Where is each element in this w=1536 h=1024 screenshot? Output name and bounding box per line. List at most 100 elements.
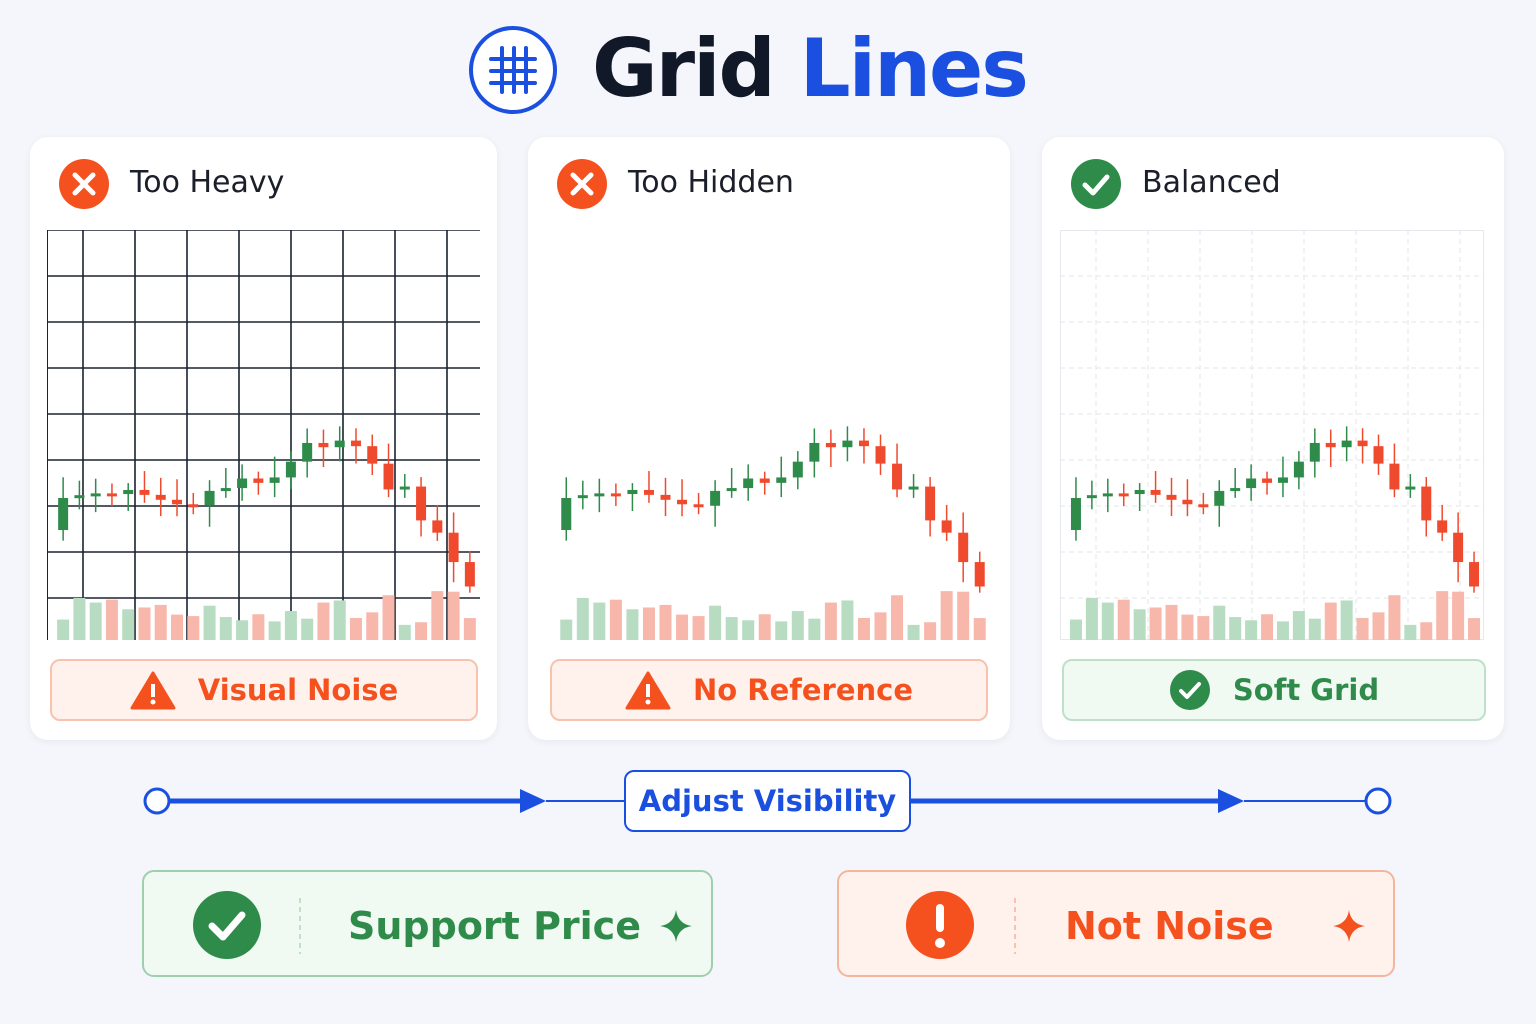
check-icon <box>1071 159 1121 209</box>
title-accent: Lines <box>799 22 1029 115</box>
candle-body <box>1277 477 1288 483</box>
volume-bar <box>1261 614 1274 640</box>
candle-body <box>627 489 638 495</box>
volume-bar <box>791 611 804 640</box>
volume-bar <box>1149 607 1162 640</box>
volume-bar <box>122 609 135 640</box>
chart-frame <box>1060 230 1484 640</box>
candle-body <box>643 489 654 495</box>
volume-bar <box>154 604 167 640</box>
candle-body <box>1437 520 1448 533</box>
badge: Soft Grid <box>1062 659 1486 721</box>
panel-title: Balanced <box>1142 165 1281 200</box>
volume-bar <box>1436 591 1449 640</box>
candle-body <box>1309 442 1320 462</box>
candle-body <box>743 478 754 489</box>
candle-chart <box>560 426 986 640</box>
volume-bar <box>1276 621 1289 640</box>
candle-body <box>106 493 117 497</box>
volume-bar <box>692 616 705 640</box>
candle-body <box>1469 562 1480 587</box>
volume-bar <box>284 611 297 640</box>
badge-label: Visual Noise <box>197 673 399 707</box>
candle-body <box>726 488 737 492</box>
volume-bar <box>1133 609 1146 640</box>
volume-bar <box>659 604 672 640</box>
candle-body <box>1341 440 1352 448</box>
candle-body <box>892 463 903 490</box>
volume-bar <box>1308 618 1321 640</box>
volume-bar <box>333 600 346 640</box>
candle-body <box>416 486 427 521</box>
candle-body <box>155 494 166 500</box>
volume-bar <box>89 602 102 640</box>
volume-bar <box>857 617 870 640</box>
divider <box>299 898 301 954</box>
error-icon <box>557 159 607 209</box>
volume-bar <box>219 617 232 640</box>
candle-body <box>253 478 264 483</box>
panel-title: Too Heavy <box>130 165 285 200</box>
badge-label: No Reference <box>692 673 914 707</box>
volume-bar <box>940 591 953 640</box>
candle-body <box>318 442 329 448</box>
candle-body <box>908 486 919 490</box>
volume-bar <box>1404 624 1417 640</box>
warning-icon <box>625 671 671 710</box>
candle-body <box>958 532 969 563</box>
volume-bar <box>626 609 639 640</box>
volume-bar <box>1356 617 1369 640</box>
panel: Too Hidden No Reference <box>528 137 1010 740</box>
candle-body <box>448 532 459 563</box>
candle-body <box>1150 489 1161 495</box>
panel-title: Too Hidden <box>628 165 794 200</box>
title: Grid Lines <box>592 22 1029 115</box>
volume-bar <box>891 595 904 640</box>
candle-body <box>941 520 952 533</box>
candle-body <box>792 461 803 478</box>
panel: Balanced Soft Grid <box>1042 137 1504 740</box>
candle-body <box>464 562 475 587</box>
slider-label[interactable]: Adjust Visibility <box>624 770 911 832</box>
volume-bar <box>317 602 330 640</box>
candle-body <box>1086 495 1097 499</box>
panel: Too Heavy Visual Noise <box>30 137 497 740</box>
candle-body <box>172 499 183 505</box>
candle-body <box>974 562 985 587</box>
volume-bar <box>1372 612 1385 640</box>
volume-bar <box>775 621 788 640</box>
candle-body <box>74 495 85 499</box>
volume-bar <box>252 614 265 640</box>
volume-bar <box>973 618 986 640</box>
candle-chart <box>1060 230 1484 640</box>
volume-bar <box>187 616 200 640</box>
volume-bar <box>1165 604 1178 640</box>
volume-bar <box>874 612 887 640</box>
slider-track <box>143 787 1392 815</box>
check-icon <box>1169 670 1210 710</box>
candle-body <box>383 463 394 490</box>
candle-body <box>594 493 605 497</box>
volume-bar <box>1181 614 1194 640</box>
volume-bar <box>366 612 379 640</box>
candle-body <box>334 440 345 448</box>
candle-body <box>269 477 280 483</box>
candle-body <box>139 489 150 495</box>
candle-body <box>1262 478 1273 483</box>
takeaway-label: Not Noise <box>1065 904 1274 948</box>
candle-body <box>1182 499 1193 505</box>
candle-body <box>1166 494 1177 500</box>
takeaway-card: Support Price <box>142 870 713 977</box>
candle-body <box>925 486 936 521</box>
candle-body <box>660 494 671 500</box>
candle-body <box>1246 478 1257 489</box>
volume-bar <box>57 619 70 640</box>
candle-body <box>610 493 621 497</box>
volume-bar <box>1069 619 1082 640</box>
volume-bar <box>1085 597 1098 640</box>
volume-bar <box>1197 616 1210 640</box>
volume-bar <box>957 591 970 640</box>
badge: No Reference <box>550 659 988 721</box>
volume-bar <box>758 614 771 640</box>
